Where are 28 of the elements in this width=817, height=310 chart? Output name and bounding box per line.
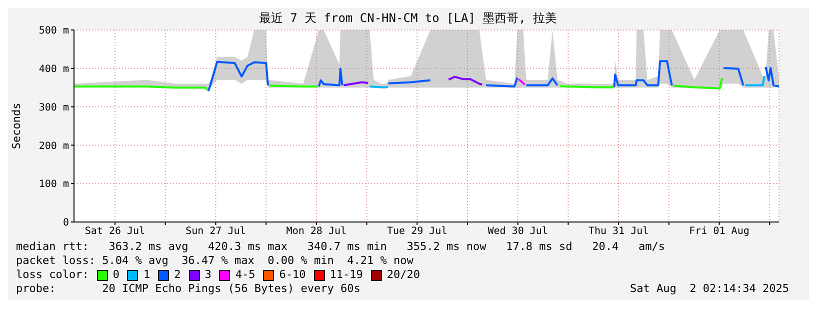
text: Sat Aug 2 02:14:34 2025 bbox=[630, 282, 789, 296]
x-tick-label: Wed 30 Jul bbox=[488, 226, 548, 238]
legend-label: 4-5 bbox=[235, 268, 256, 282]
y-axis-title: Seconds bbox=[10, 102, 23, 150]
x-tick-label: Tue 29 Jul bbox=[387, 226, 448, 238]
x-tick-label: Sun 27 Jul bbox=[186, 226, 246, 238]
x-tick-label: Thu 31 Jul bbox=[588, 226, 649, 238]
y-tick-label: 300 m bbox=[38, 102, 69, 114]
legend-label: 3 bbox=[204, 268, 212, 282]
text: median rtt: 363.2 ms avg 420.3 ms max 340.7 ms min 355.2 ms now 17.8 ms sd 20.4 am/s bbox=[16, 240, 666, 254]
legend-label: 11-19 bbox=[330, 268, 363, 282]
legend-title: loss color: bbox=[16, 268, 89, 282]
y-tick-label: 400 m bbox=[38, 64, 69, 75]
legend-label: 1 bbox=[143, 268, 150, 282]
x-tick-label: Fri 01 Aug bbox=[689, 226, 750, 238]
x-tick-label: Mon 28 Jul bbox=[286, 226, 347, 238]
y-tick-label: 200 m bbox=[38, 140, 69, 152]
y-tick-label: 100 m bbox=[38, 179, 69, 190]
x-tick-label: Sat 26 Jul bbox=[84, 226, 146, 238]
legend-label: 6-10 bbox=[279, 268, 306, 282]
legend-label: 20/20 bbox=[386, 268, 420, 282]
legend-label: 0 bbox=[112, 268, 120, 282]
y-tick-label: 500 m bbox=[38, 26, 69, 37]
chart-title: 最近 7 天 from CN-HN-CM to [LA] 墨西哥, 拉美 bbox=[258, 11, 558, 25]
text: probe: 20 ICMP Echo Pings (56 Bytes) every 60s bbox=[16, 282, 360, 296]
text: packet loss: 5.04 % avg 36.47 % max 0.00 % min 4.21 % now bbox=[16, 254, 414, 268]
legend-label: 2 bbox=[174, 268, 181, 282]
y-tick-label: 0 bbox=[62, 218, 69, 229]
